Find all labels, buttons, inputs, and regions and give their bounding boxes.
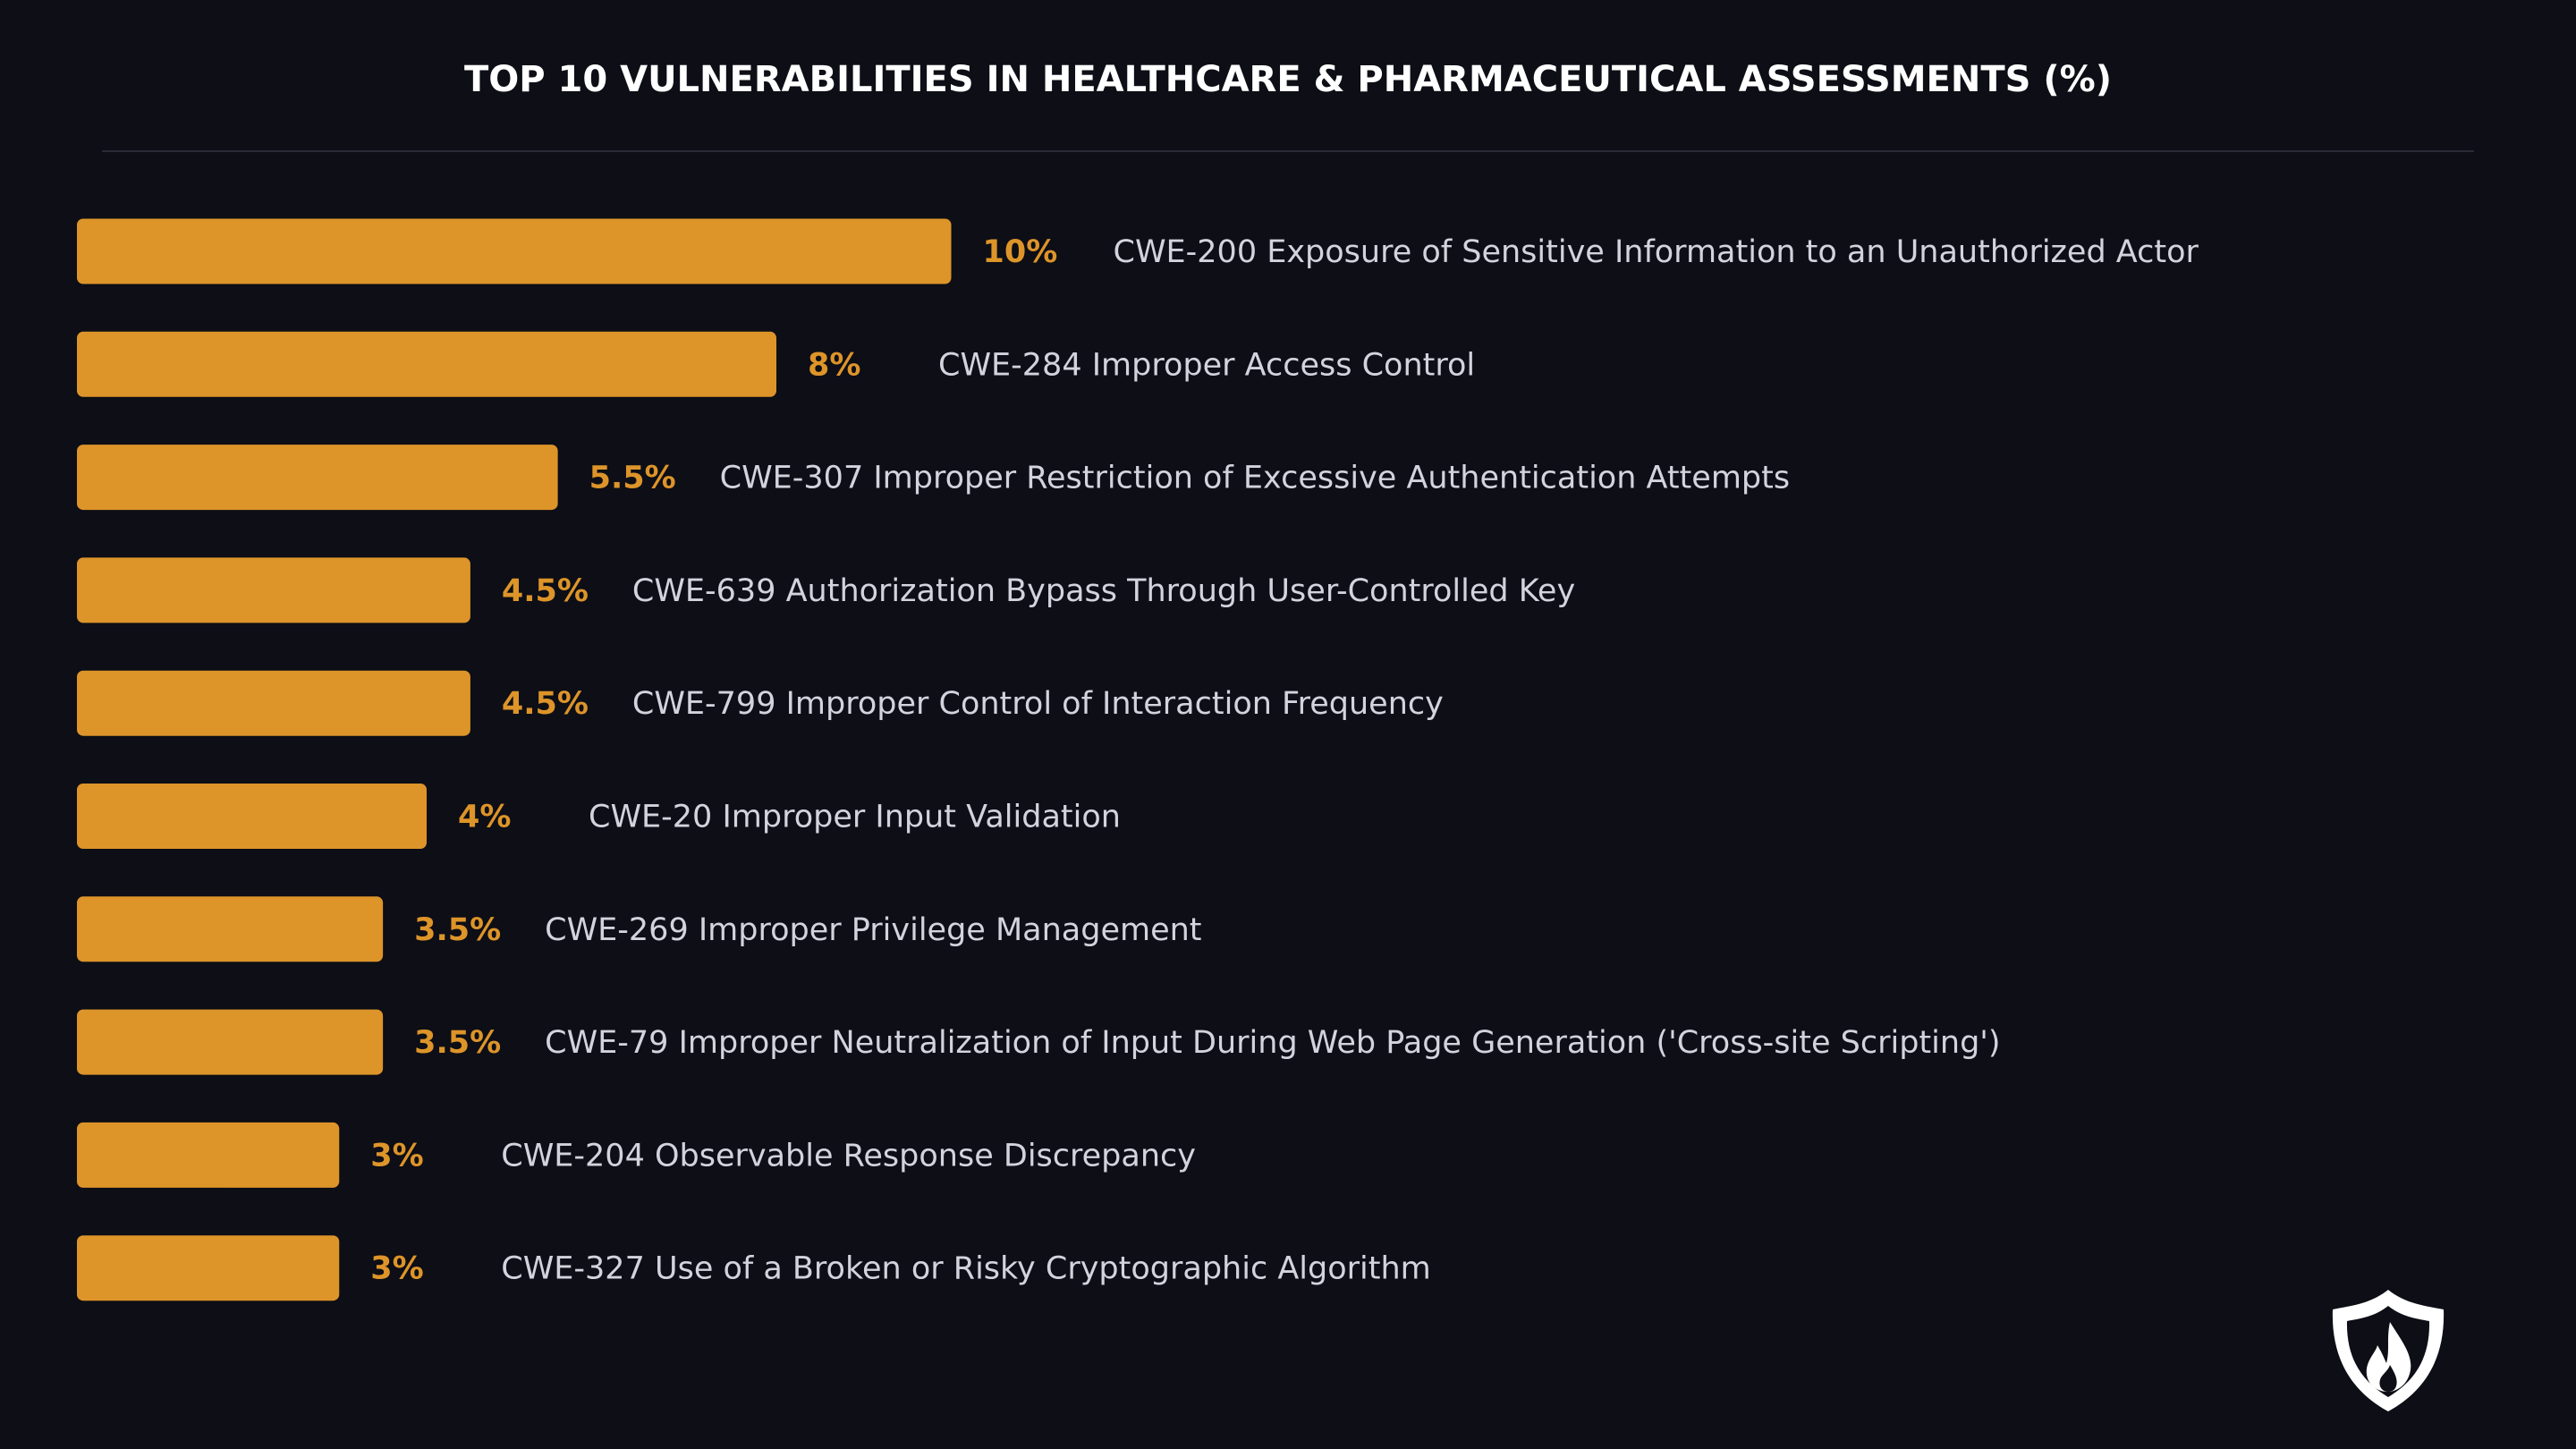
category-label: CWE-79 Improper Neutralization of Input … bbox=[545, 1025, 2000, 1061]
value-label: 8% bbox=[808, 347, 860, 383]
bar bbox=[77, 331, 776, 397]
chart-title: TOP 10 VULNERABILITIES IN HEALTHCARE & P… bbox=[464, 59, 2112, 100]
bar bbox=[77, 1122, 340, 1188]
value-label: 5.5% bbox=[589, 461, 676, 496]
logo bbox=[2332, 1290, 2445, 1411]
bar bbox=[77, 445, 558, 511]
value-label: 3.5% bbox=[414, 1025, 501, 1061]
value-label: 4.5% bbox=[502, 686, 589, 722]
value-label: 4% bbox=[458, 800, 511, 835]
bar bbox=[77, 1009, 384, 1075]
category-label: CWE-20 Improper Input Validation bbox=[589, 800, 1121, 835]
bar bbox=[77, 1235, 340, 1301]
bar bbox=[77, 896, 384, 962]
value-label: 4.5% bbox=[502, 573, 589, 609]
category-label: CWE-284 Improper Access Control bbox=[938, 347, 1475, 383]
value-label: 3.5% bbox=[414, 912, 501, 948]
bar bbox=[77, 218, 952, 284]
bar bbox=[77, 557, 470, 623]
category-label: CWE-204 Observable Response Discrepancy bbox=[501, 1138, 1196, 1174]
bar bbox=[77, 670, 470, 736]
category-label: CWE-200 Exposure of Sensitive Informatio… bbox=[1114, 234, 2199, 270]
category-label: CWE-639 Authorization Bypass Through Use… bbox=[632, 573, 1575, 609]
value-label: 3% bbox=[370, 1251, 423, 1287]
value-label: 10% bbox=[983, 234, 1058, 270]
category-label: CWE-269 Improper Privilege Management bbox=[545, 912, 1201, 948]
category-label: CWE-307 Improper Restriction of Excessiv… bbox=[720, 461, 1790, 496]
value-label: 3% bbox=[370, 1138, 423, 1174]
category-label: CWE-327 Use of a Broken or Risky Cryptog… bbox=[501, 1251, 1431, 1287]
category-label: CWE-799 Improper Control of Interaction … bbox=[632, 686, 1444, 722]
bar bbox=[77, 784, 427, 849]
